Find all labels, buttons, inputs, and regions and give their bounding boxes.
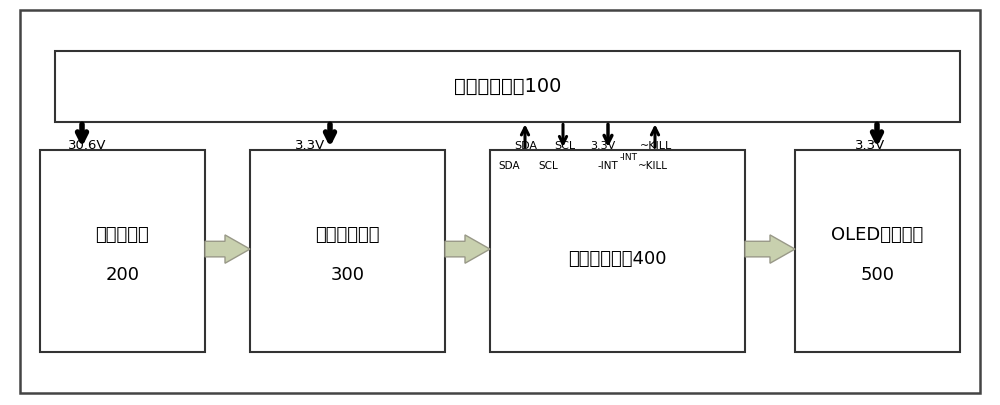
Polygon shape	[745, 235, 795, 263]
Text: 3.3V: 3.3V	[295, 139, 325, 152]
Text: SDA: SDA	[498, 161, 520, 171]
Text: SCL: SCL	[554, 141, 575, 151]
Text: ~KILL: ~KILL	[638, 161, 668, 171]
Bar	[250, 150, 445, 352]
Text: -INT: -INT	[598, 161, 619, 171]
Text: SDA: SDA	[514, 141, 537, 151]
Text: 微控制器模块400: 微控制器模块400	[568, 250, 667, 268]
Text: 500: 500	[861, 266, 895, 284]
Text: 3.3V: 3.3V	[590, 141, 615, 151]
Text: OLED显示模块: OLED显示模块	[831, 226, 924, 244]
Text: 探测器模块: 探测器模块	[96, 226, 149, 244]
Text: 电源管理模块100: 电源管理模块100	[454, 77, 561, 96]
Bar	[40, 150, 205, 352]
Text: 200: 200	[106, 266, 140, 284]
Text: -INT: -INT	[620, 153, 638, 162]
Text: SCL: SCL	[538, 161, 558, 171]
Text: 信号处理模块: 信号处理模块	[315, 226, 380, 244]
Text: 3.3V: 3.3V	[855, 139, 885, 152]
Bar	[55, 51, 960, 122]
Text: 30.6V: 30.6V	[68, 139, 106, 152]
Polygon shape	[205, 235, 250, 263]
Bar	[490, 150, 745, 352]
Text: ~KILL: ~KILL	[640, 141, 672, 151]
Bar	[795, 150, 960, 352]
Text: 300: 300	[331, 266, 365, 284]
Polygon shape	[445, 235, 490, 263]
